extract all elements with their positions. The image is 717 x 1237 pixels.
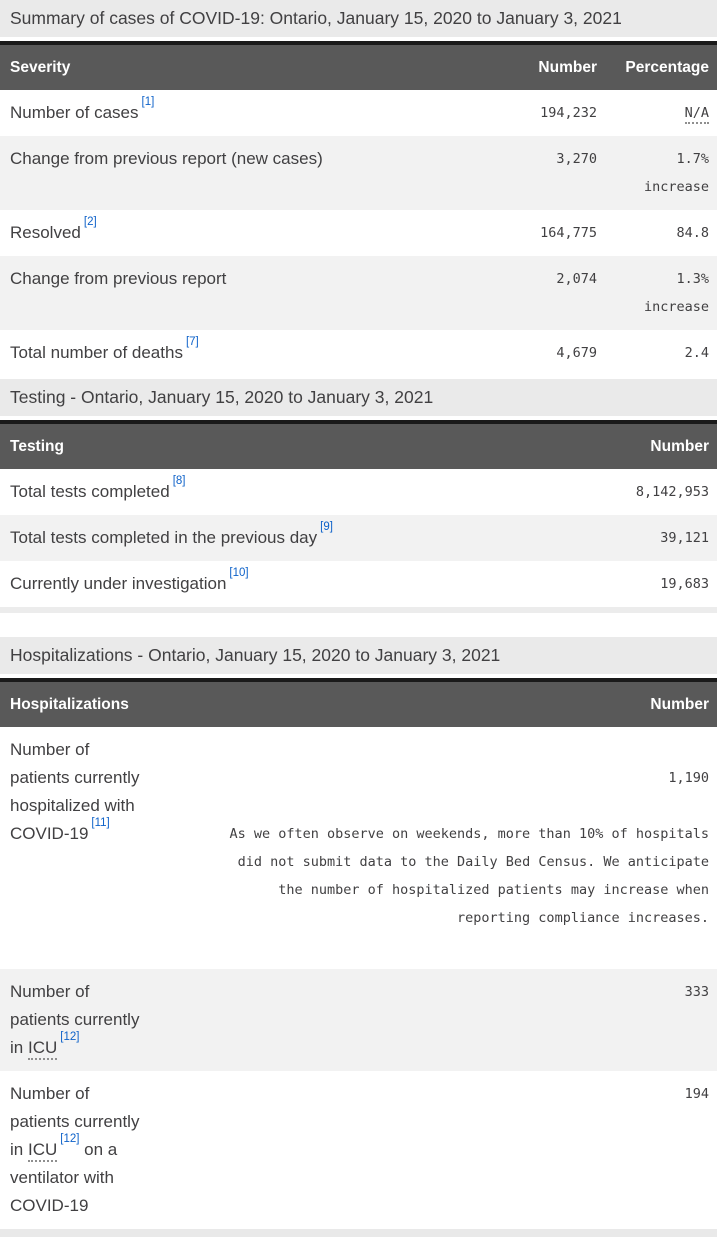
footnote-link-8[interactable]: [8]: [172, 475, 186, 488]
summary-table: Severity Number Percentage Number of cas…: [0, 41, 717, 376]
hospitalizations-header-row: Hospitalizations Number: [0, 678, 717, 727]
row-label: Change from previous report: [10, 269, 227, 288]
na-abbreviation[interactable]: N/A: [684, 105, 709, 124]
hospitalization-reporting-note: As we often observe on weekends, more th…: [229, 826, 709, 926]
row-percentage: 2.4: [684, 345, 709, 361]
row-percentage: 1.7% increase: [605, 136, 717, 210]
table-bottom-strip: [0, 607, 717, 613]
icu-abbreviation[interactable]: ICU: [27, 1140, 58, 1162]
row-number: 8,142,953: [635, 484, 709, 500]
footnote-link-12[interactable]: [12]: [60, 1133, 80, 1146]
row-number: 333: [200, 969, 717, 1071]
footnote-link-12[interactable]: [12]: [60, 1031, 80, 1044]
footnote-ref: [8]: [170, 475, 186, 494]
footnote-ref: [7]: [183, 336, 199, 355]
row-number: 1,190: [668, 770, 709, 786]
row-number: 194: [684, 1086, 709, 1102]
testing-header-number: Number: [557, 420, 717, 469]
footnote-link-7[interactable]: [7]: [185, 336, 199, 349]
row-label-cell: Currently under investigation[10]: [0, 561, 557, 607]
footnote-link-2[interactable]: [2]: [83, 216, 97, 229]
table-bottom-strip: [0, 1229, 717, 1237]
testing-table: Testing Number Total tests completed[8] …: [0, 420, 717, 607]
row-label: Total tests completed: [10, 482, 170, 501]
summary-header-severity: Severity: [0, 41, 490, 90]
footnote-link-1[interactable]: [1]: [141, 96, 155, 109]
row-label-cell: Total tests completed[8]: [0, 469, 557, 515]
row-number: 19,683: [660, 576, 709, 592]
row-label-cell: Number of patients currently hospitalize…: [0, 727, 200, 969]
row-label: Number of cases: [10, 103, 139, 122]
summary-caption: Summary of cases of COVID-19: Ontario, J…: [0, 0, 717, 37]
footnote-link-10[interactable]: [10]: [229, 567, 249, 580]
row-number: 39,121: [557, 515, 717, 561]
row-label: Total tests completed in the previous da…: [10, 528, 318, 547]
row-label-cell: Number of patients currently in ICU[12] …: [0, 1071, 200, 1229]
row-label-cell: Change from previous report: [0, 256, 490, 330]
footnote-ref: [10]: [226, 567, 249, 586]
summary-header-row: Severity Number Percentage: [0, 41, 717, 90]
row-label: Number of patients currently in: [10, 1084, 140, 1159]
row-number: 164,775: [540, 225, 597, 241]
footnote-ref: [1]: [139, 96, 155, 115]
row-percentage: 1.3% increase: [605, 256, 717, 330]
row-label-cell: Change from previous report (new cases): [0, 136, 490, 210]
testing-header-testing: Testing: [0, 420, 557, 469]
testing-caption: Testing - Ontario, January 15, 2020 to J…: [0, 379, 717, 416]
table-row: Resolved[2] 164,775 84.8: [0, 210, 717, 256]
summary-header-percentage: Percentage: [605, 41, 717, 90]
icu-abbreviation[interactable]: ICU: [27, 1038, 58, 1060]
summary-section: Summary of cases of COVID-19: Ontario, J…: [0, 0, 717, 376]
table-row: Total tests completed[8] 8,142,953: [0, 469, 717, 515]
hospitalizations-caption: Hospitalizations - Ontario, January 15, …: [0, 637, 717, 674]
table-row: Number of cases[1] 194,232 N/A: [0, 90, 717, 136]
row-label: Change from previous report (new cases): [10, 149, 323, 168]
row-percentage: 84.8: [676, 225, 709, 241]
footnote-ref: [11]: [88, 817, 110, 836]
table-row: Number of patients currently in ICU[12] …: [0, 1071, 717, 1229]
row-percentage-cell: N/A: [605, 90, 717, 136]
hospitalizations-header-label: Hospitalizations: [0, 678, 200, 727]
row-label: Number of patients currently hospitalize…: [10, 740, 140, 843]
footnote-ref: [9]: [317, 521, 333, 540]
row-label: Total number of deaths: [10, 343, 183, 362]
testing-section: Testing - Ontario, January 15, 2020 to J…: [0, 379, 717, 613]
row-label-cell: Total tests completed in the previous da…: [0, 515, 557, 561]
row-label: Number of patients currently in: [10, 982, 140, 1057]
row-number-cell: 1,190 As we often observe on weekends, m…: [200, 727, 717, 969]
footnote-ref: [2]: [81, 216, 97, 235]
hospitalizations-table: Hospitalizations Number Number of patien…: [0, 678, 717, 1229]
table-row: Total number of deaths[7] 4,679 2.4: [0, 330, 717, 376]
row-number: 3,270: [490, 136, 605, 210]
footnote-link-11[interactable]: [11]: [91, 817, 110, 830]
hospitalizations-header-number: Number: [200, 678, 717, 727]
footnote-ref: [12]: [57, 1031, 80, 1050]
row-label: Currently under investigation: [10, 574, 227, 593]
hospitalizations-section: Hospitalizations - Ontario, January 15, …: [0, 637, 717, 1237]
row-label-cell: Number of patients currently in ICU[12]: [0, 969, 200, 1071]
table-row: Number of patients currently in ICU[12] …: [0, 969, 717, 1071]
row-number: 4,679: [556, 345, 597, 361]
table-row: Change from previous report 2,074 1.3% i…: [0, 256, 717, 330]
row-label-cell: Total number of deaths[7]: [0, 330, 490, 376]
row-label: Resolved: [10, 223, 81, 242]
table-row: Change from previous report (new cases) …: [0, 136, 717, 210]
row-label-cell: Number of cases[1]: [0, 90, 490, 136]
summary-header-number: Number: [490, 41, 605, 90]
testing-header-row: Testing Number: [0, 420, 717, 469]
row-number: 2,074: [490, 256, 605, 330]
table-row: Currently under investigation[10] 19,683: [0, 561, 717, 607]
footnote-ref: [12]: [57, 1133, 80, 1152]
footnote-link-9[interactable]: [9]: [320, 521, 333, 534]
table-row: Total tests completed in the previous da…: [0, 515, 717, 561]
row-label-cell: Resolved[2]: [0, 210, 490, 256]
row-number: 194,232: [540, 105, 597, 121]
table-row: Number of patients currently hospitalize…: [0, 727, 717, 969]
